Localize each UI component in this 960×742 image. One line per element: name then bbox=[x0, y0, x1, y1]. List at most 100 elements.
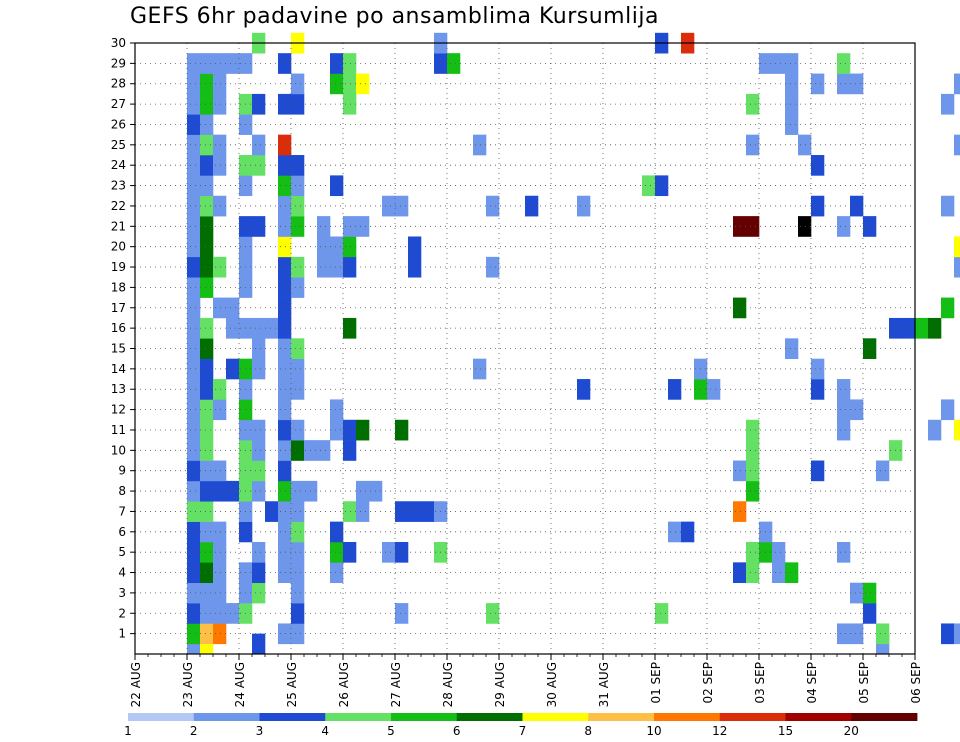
heatmap-cell bbox=[278, 155, 292, 176]
heatmap-cell bbox=[200, 236, 214, 258]
heatmap-cell bbox=[317, 440, 331, 461]
heatmap-cell bbox=[798, 216, 812, 237]
heatmap-cell bbox=[200, 419, 214, 441]
heatmap-cell bbox=[733, 297, 747, 319]
heatmap-cell bbox=[837, 419, 851, 441]
heatmap-cell bbox=[187, 175, 201, 197]
heatmap-cell bbox=[187, 195, 201, 217]
y-tick-label: 12 bbox=[111, 403, 126, 417]
heatmap-cell bbox=[876, 623, 890, 645]
heatmap-cell bbox=[486, 603, 500, 624]
heatmap-cell bbox=[226, 358, 240, 380]
heatmap-cell bbox=[291, 379, 305, 400]
heatmap-cell bbox=[863, 603, 877, 624]
legend-swatch bbox=[851, 713, 918, 721]
heatmap-cell bbox=[278, 53, 292, 74]
heatmap-cell bbox=[291, 216, 305, 237]
x-tick-label: 23 AUG bbox=[181, 662, 195, 707]
heatmap-cell bbox=[486, 195, 500, 217]
legend-label: 6 bbox=[453, 724, 461, 738]
heatmap-cell bbox=[252, 134, 266, 156]
heatmap-cell bbox=[252, 582, 266, 604]
y-tick-label: 7 bbox=[118, 504, 126, 518]
heatmap-cell bbox=[785, 93, 799, 115]
color-legend: 1 2 3 4 5 6 7 8 10 12 15 20 bbox=[124, 713, 918, 738]
heatmap-cell bbox=[837, 399, 851, 421]
y-tick-label: 22 bbox=[111, 199, 126, 213]
heatmap-cell bbox=[837, 73, 851, 95]
heatmap-cell bbox=[252, 419, 266, 441]
legend-swatch bbox=[391, 713, 458, 721]
heatmap-cell bbox=[941, 623, 955, 645]
heatmap-cell bbox=[187, 53, 201, 74]
heatmap-cell bbox=[863, 582, 877, 604]
heatmap-cell bbox=[330, 562, 344, 584]
heatmap-cell bbox=[200, 114, 214, 135]
heatmap-cell bbox=[213, 603, 227, 624]
heatmap-cell bbox=[213, 521, 227, 543]
heatmap-cell bbox=[421, 501, 435, 522]
legend-swatch bbox=[193, 713, 260, 721]
heatmap-cell bbox=[915, 317, 929, 339]
heatmap-cell bbox=[291, 562, 305, 584]
heatmap-cell bbox=[278, 93, 292, 115]
y-tick-label: 19 bbox=[111, 260, 126, 274]
heatmap-cell bbox=[343, 317, 357, 339]
heatmap-cell bbox=[746, 541, 760, 563]
heatmap-cell bbox=[187, 155, 201, 176]
heatmap-cell bbox=[733, 501, 747, 522]
heatmap-cell bbox=[187, 236, 201, 258]
heatmap-cell bbox=[252, 541, 266, 563]
y-tick-label: 2 bbox=[118, 606, 126, 620]
heatmap-cell bbox=[291, 338, 305, 359]
heatmap-cell bbox=[330, 256, 344, 278]
heatmap-cell bbox=[278, 317, 292, 339]
heatmap-cell bbox=[772, 562, 786, 584]
heatmap-cell bbox=[863, 216, 877, 237]
heatmap-cell bbox=[213, 480, 227, 502]
heatmap-cell bbox=[278, 236, 292, 258]
heatmap-cell bbox=[811, 460, 825, 482]
heatmap-cell bbox=[200, 256, 214, 278]
heatmap-cell bbox=[187, 440, 201, 461]
heatmap-cell bbox=[850, 399, 864, 421]
heatmap-cell bbox=[668, 521, 682, 543]
legend-label: 3 bbox=[256, 724, 264, 738]
heatmap-cell bbox=[291, 480, 305, 502]
y-tick-label: 25 bbox=[111, 138, 126, 152]
y-tick-label: 27 bbox=[111, 97, 126, 111]
heatmap-cell bbox=[330, 53, 344, 74]
heatmap-cell bbox=[213, 541, 227, 563]
heatmap-cell bbox=[187, 317, 201, 339]
heatmap-cell bbox=[850, 73, 864, 95]
y-tick-label: 3 bbox=[118, 586, 126, 600]
heatmap-cell bbox=[356, 480, 370, 502]
legend-swatch bbox=[522, 713, 589, 721]
heatmap-cell bbox=[291, 195, 305, 217]
x-tick-label: 27 AUG bbox=[389, 662, 403, 707]
heatmap-cell bbox=[707, 379, 721, 400]
x-tick-label: 24 AUG bbox=[233, 662, 247, 707]
heatmap-cell bbox=[382, 541, 396, 563]
heatmap-cell bbox=[187, 582, 201, 604]
legend-label: 2 bbox=[190, 724, 198, 738]
heatmap-cell bbox=[278, 541, 292, 563]
heatmap-cell bbox=[278, 521, 292, 543]
y-tick-label: 4 bbox=[118, 566, 126, 580]
heatmap-cell bbox=[278, 256, 292, 278]
heatmap-cell bbox=[213, 562, 227, 584]
heatmap-cell bbox=[330, 541, 344, 563]
heatmap-cell bbox=[252, 440, 266, 461]
heatmap-cell bbox=[486, 256, 500, 278]
heatmap-cell bbox=[278, 480, 292, 502]
heatmap-cell bbox=[837, 53, 851, 74]
axis-ticks: 1234567891011121314151617181920212223242… bbox=[111, 36, 923, 707]
y-tick-label: 15 bbox=[111, 342, 126, 356]
heatmap-cell bbox=[525, 195, 539, 217]
heatmap-cell bbox=[252, 480, 266, 502]
heatmap-cell bbox=[928, 317, 942, 339]
heatmap-cell bbox=[213, 623, 227, 645]
heatmap-cell bbox=[291, 582, 305, 604]
heatmap-cell bbox=[343, 501, 357, 522]
legend-label: 7 bbox=[519, 724, 527, 738]
